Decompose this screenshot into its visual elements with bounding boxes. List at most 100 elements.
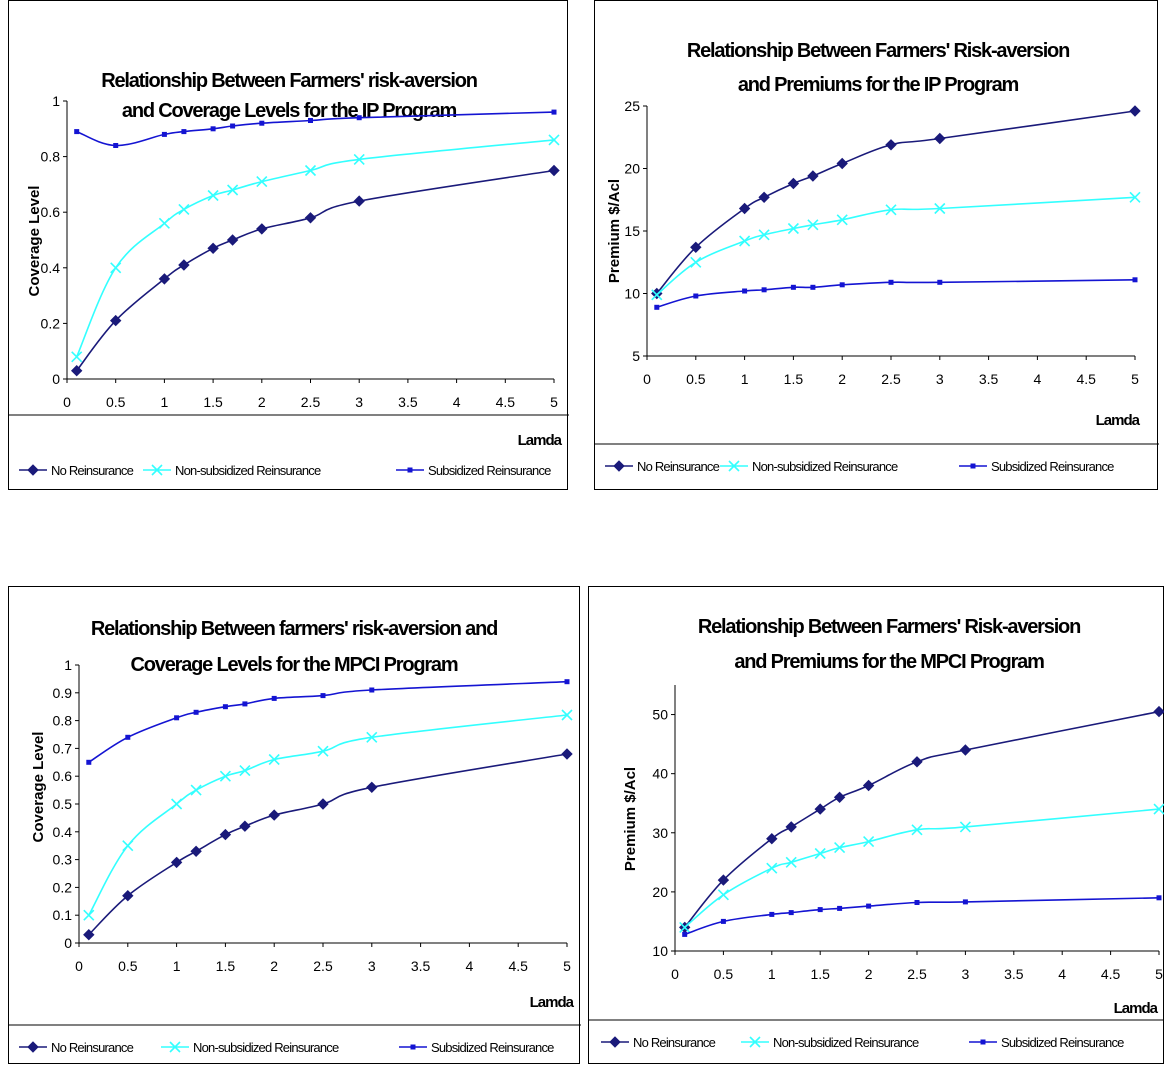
x-tick-label: 0 bbox=[671, 966, 679, 982]
x-axis-label: Lamda bbox=[530, 994, 575, 1011]
x-tick-label: 1.5 bbox=[216, 958, 236, 974]
data-point bbox=[259, 120, 265, 126]
data-point bbox=[317, 745, 329, 757]
x-axis-label: Lamda bbox=[1096, 412, 1141, 429]
legend-label: No Reinsurance bbox=[633, 1035, 716, 1050]
x-tick-label: 2 bbox=[258, 394, 266, 410]
y-tick-label: 0.6 bbox=[41, 204, 61, 220]
x-axis-label: Lamda bbox=[1114, 1000, 1159, 1017]
legend-entry: Non-subsidized Reinsurance bbox=[161, 1040, 340, 1055]
chart-title-line: and Coverage Levels for the IP Program bbox=[122, 100, 457, 122]
x-tick-label: 5 bbox=[1155, 966, 1163, 982]
x-tick-label: 2.5 bbox=[301, 394, 321, 410]
y-tick-label: 50 bbox=[652, 707, 668, 723]
x-tick-label: 1.5 bbox=[810, 966, 830, 982]
data-point bbox=[742, 288, 748, 294]
data-point bbox=[1129, 105, 1141, 117]
legend-entry: Non-subsidized Reinsurance bbox=[143, 463, 322, 478]
data-point bbox=[110, 262, 122, 274]
data-point bbox=[836, 157, 848, 170]
x-tick-label: 1 bbox=[161, 394, 169, 410]
legend-entry: Subsidized Reinsurance bbox=[399, 1040, 555, 1055]
x-tick-label: 1 bbox=[768, 966, 776, 982]
data-point bbox=[739, 235, 751, 247]
data-point bbox=[693, 293, 699, 299]
data-point bbox=[239, 765, 251, 777]
x-tick-label: 2.5 bbox=[313, 958, 333, 974]
chart-title-line: Relationship Between Farmers' Risk-avers… bbox=[698, 616, 1080, 638]
data-point bbox=[122, 889, 134, 902]
data-point bbox=[807, 170, 819, 182]
data-point bbox=[366, 781, 378, 794]
data-point bbox=[785, 856, 797, 868]
y-tick-label: 0.1 bbox=[53, 907, 73, 923]
data-point bbox=[1156, 895, 1162, 901]
data-point bbox=[174, 715, 180, 721]
data-point bbox=[178, 259, 190, 271]
data-point bbox=[934, 132, 946, 145]
x-tick-label: 0 bbox=[63, 394, 71, 410]
legend-entry: Non-subsidized Reinsurance bbox=[741, 1035, 920, 1050]
data-point bbox=[766, 832, 778, 845]
data-point bbox=[1129, 191, 1141, 203]
data-point bbox=[171, 798, 183, 810]
ip-coverage-chart: Relationship Between Farmers' risk-avers… bbox=[9, 70, 569, 478]
data-point bbox=[1153, 705, 1164, 718]
data-point bbox=[761, 287, 767, 293]
series-1 bbox=[651, 191, 1141, 301]
data-point bbox=[787, 177, 800, 190]
data-point bbox=[190, 845, 202, 858]
legend-marker bbox=[151, 464, 163, 476]
data-point bbox=[790, 284, 796, 290]
data-point bbox=[219, 770, 231, 782]
x-tick-label: 3 bbox=[355, 394, 363, 410]
data-point bbox=[758, 229, 770, 241]
data-point bbox=[70, 364, 83, 377]
data-point bbox=[125, 734, 131, 740]
x-tick-label: 2 bbox=[865, 966, 873, 982]
data-point bbox=[962, 899, 968, 905]
x-tick-label: 3.5 bbox=[398, 394, 418, 410]
data-point bbox=[366, 731, 378, 743]
data-point bbox=[836, 214, 848, 226]
data-point bbox=[271, 695, 277, 701]
y-tick-label: 10 bbox=[652, 943, 668, 959]
x-tick-label: 3 bbox=[936, 371, 944, 387]
x-tick-label: 2.5 bbox=[881, 371, 901, 387]
data-point bbox=[911, 824, 923, 836]
y-tick-label: 15 bbox=[624, 223, 640, 239]
data-point bbox=[256, 223, 268, 235]
legend-entry: No Reinsurance bbox=[19, 1040, 134, 1055]
y-tick-label: 0 bbox=[52, 371, 60, 387]
legend-entry: Non-subsidized Reinsurance bbox=[720, 459, 899, 474]
x-tick-label: 0.5 bbox=[118, 958, 138, 974]
y-tick-label: 0.4 bbox=[53, 824, 73, 840]
data-point bbox=[122, 840, 134, 852]
y-tick-label: 0.2 bbox=[41, 315, 61, 331]
data-point bbox=[158, 217, 170, 229]
y-tick-label: 0.3 bbox=[53, 852, 73, 868]
y-tick-label: 20 bbox=[652, 884, 668, 900]
x-tick-label: 2 bbox=[838, 371, 846, 387]
series-1 bbox=[83, 709, 573, 921]
data-point bbox=[561, 709, 573, 721]
data-point bbox=[74, 129, 80, 135]
x-tick-label: 1.5 bbox=[784, 371, 804, 387]
mpci-coverage-chart: Relationship Between farmers' risk-avers… bbox=[9, 618, 581, 1055]
y-tick-label: 0.4 bbox=[41, 260, 61, 276]
series-2 bbox=[74, 109, 557, 148]
legend-marker bbox=[609, 1036, 621, 1048]
data-point bbox=[863, 836, 875, 848]
x-tick-label: 1 bbox=[741, 371, 749, 387]
data-point bbox=[109, 314, 122, 327]
series-1 bbox=[71, 134, 560, 363]
data-point bbox=[807, 219, 819, 231]
data-point bbox=[242, 701, 248, 707]
data-point bbox=[959, 821, 971, 833]
legend-entry: No Reinsurance bbox=[19, 463, 134, 478]
data-point bbox=[758, 191, 770, 204]
data-point bbox=[369, 687, 375, 693]
y-axis-label: Premium $/Acl bbox=[622, 767, 639, 871]
data-point bbox=[834, 842, 846, 854]
x-tick-label: 4 bbox=[466, 958, 474, 974]
